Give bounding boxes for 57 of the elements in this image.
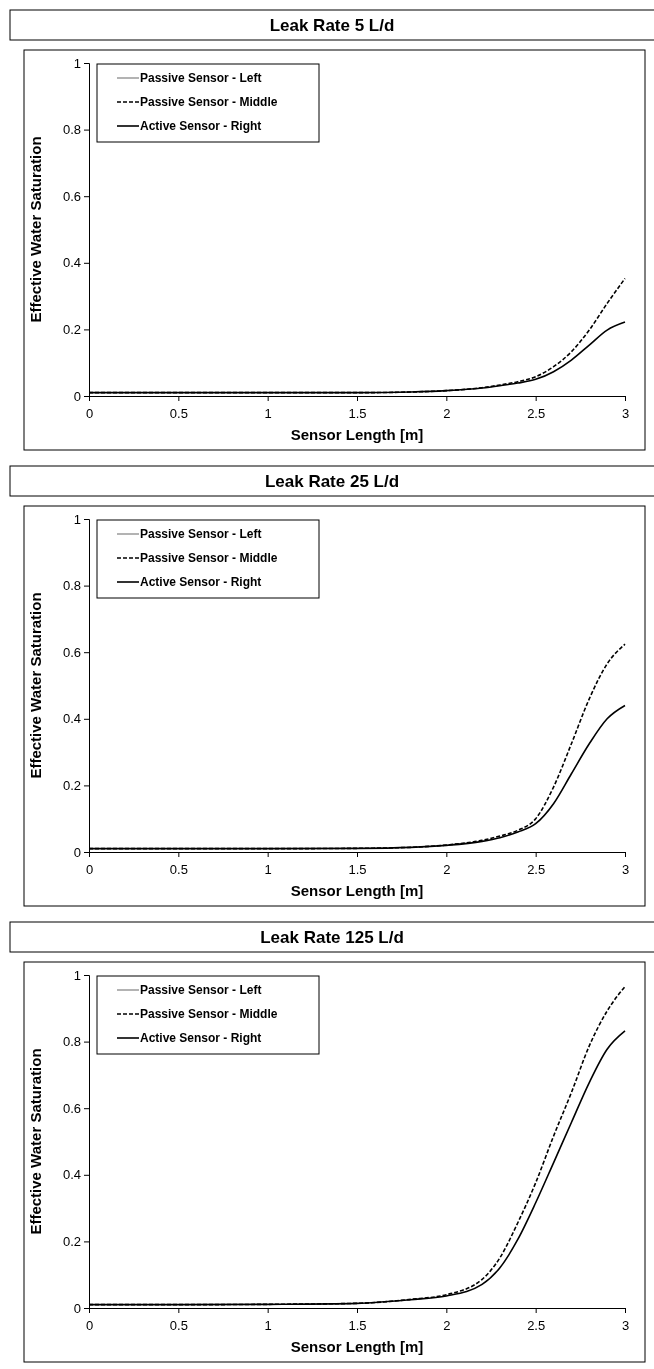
chart-title: Leak Rate 5 L/d	[269, 16, 395, 35]
x-tick-label: 0	[85, 862, 94, 878]
x-tick-label: 1.5	[348, 1318, 367, 1334]
y-tick-label: 1	[73, 55, 81, 71]
x-tick-label: 0	[85, 406, 94, 422]
y-tick-label: 0.6	[62, 1100, 81, 1116]
y-axis-title: Effective Water Saturation	[27, 592, 44, 779]
x-tick-label: 3	[621, 862, 630, 878]
y-tick-label: 0.8	[62, 1034, 81, 1050]
chart-title: Leak Rate 125 L/d	[260, 928, 404, 947]
x-tick-label: 0	[85, 1318, 94, 1334]
x-axis-title: Sensor Length [m]	[290, 426, 424, 443]
y-tick-label: 0.8	[62, 122, 81, 138]
chart-title: Leak Rate 25 L/d	[264, 472, 400, 491]
x-axis-title: Sensor Length [m]	[290, 882, 424, 899]
x-tick-label: 1.5	[348, 862, 367, 878]
x-tick-label: 1	[264, 1318, 272, 1334]
y-tick-label: 0	[73, 844, 81, 860]
y-tick-label: 0	[73, 1300, 81, 1316]
y-axis-title: Effective Water Saturation	[27, 1048, 44, 1235]
legend-label: Active Sensor - Right	[140, 1031, 262, 1045]
x-tick-label: 3	[621, 406, 630, 422]
x-tick-label: 2	[443, 862, 451, 878]
x-tick-label: 2.5	[527, 862, 546, 878]
y-tick-label: 0.4	[62, 711, 81, 727]
y-tick-label: 0.2	[62, 1234, 81, 1250]
y-tick-label: 1	[73, 511, 81, 527]
y-tick-label: 0.4	[62, 255, 81, 271]
x-tick-label: 0.5	[169, 406, 188, 422]
x-tick-label: 1	[264, 862, 272, 878]
x-tick-label: 2.5	[527, 406, 546, 422]
x-tick-label: 2.5	[527, 1318, 546, 1334]
legend-label: Active Sensor - Right	[140, 575, 262, 589]
y-tick-label: 0.4	[62, 1167, 81, 1183]
y-tick-label: 0.6	[62, 644, 81, 660]
x-tick-label: 1.5	[348, 406, 367, 422]
x-axis-title: Sensor Length [m]	[290, 1338, 424, 1355]
legend-label: Passive Sensor - Middle	[140, 95, 278, 109]
y-tick-label: 0.6	[62, 188, 81, 204]
x-tick-label: 3	[621, 1318, 630, 1334]
legend-label: Passive Sensor - Middle	[140, 551, 278, 565]
x-tick-label: 0.5	[169, 862, 188, 878]
legend-label: Passive Sensor - Left	[140, 983, 262, 997]
legend-label: Passive Sensor - Middle	[140, 1007, 278, 1021]
legend-label: Active Sensor - Right	[140, 119, 262, 133]
x-tick-label: 0.5	[169, 1318, 188, 1334]
y-tick-label: 1	[73, 967, 81, 983]
x-tick-label: 2	[443, 406, 451, 422]
x-tick-label: 1	[264, 406, 272, 422]
legend-label: Passive Sensor - Left	[140, 527, 262, 541]
y-axis-title: Effective Water Saturation	[27, 136, 44, 323]
legend-label: Passive Sensor - Left	[140, 71, 262, 85]
y-tick-label: 0.2	[62, 322, 81, 338]
x-tick-label: 2	[443, 1318, 451, 1334]
y-tick-label: 0	[73, 388, 81, 404]
y-tick-label: 0.8	[62, 578, 81, 594]
y-tick-label: 0.2	[62, 778, 81, 794]
